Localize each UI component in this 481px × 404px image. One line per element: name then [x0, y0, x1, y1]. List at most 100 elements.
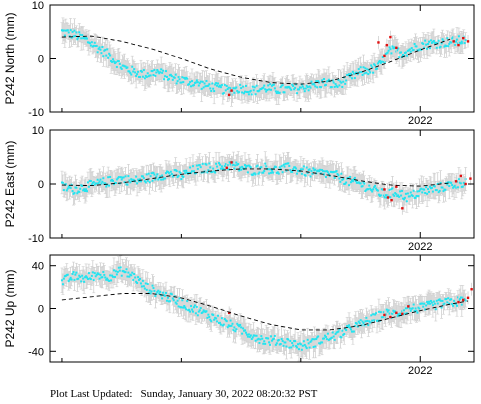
data-point	[141, 279, 144, 282]
data-point	[82, 277, 85, 280]
data-point	[445, 44, 448, 47]
data-point	[141, 75, 144, 78]
data-point	[73, 191, 76, 194]
data-point	[108, 280, 111, 283]
data-point	[162, 178, 165, 181]
data-point	[425, 43, 428, 46]
data-point	[170, 172, 173, 175]
data-point	[127, 271, 130, 274]
data-point	[351, 180, 354, 183]
data-point	[389, 48, 392, 51]
data-point	[319, 168, 322, 171]
data-point	[322, 81, 325, 84]
data-point	[106, 48, 109, 51]
data-point	[262, 342, 265, 345]
data-point	[206, 316, 209, 319]
data-point	[335, 170, 338, 173]
data-point	[140, 285, 143, 288]
data-point	[334, 83, 337, 86]
recent-point	[230, 161, 233, 164]
data-point	[200, 171, 203, 174]
data-point	[316, 86, 319, 89]
data-point	[352, 178, 355, 181]
data-point	[269, 343, 272, 346]
data-point	[109, 54, 112, 57]
data-point	[280, 165, 283, 168]
data-point	[390, 52, 393, 55]
data-point	[96, 51, 99, 54]
data-point	[308, 85, 311, 88]
data-point	[349, 175, 352, 178]
data-point	[337, 174, 340, 177]
observed-points	[60, 266, 467, 351]
data-point	[367, 188, 370, 191]
data-point	[111, 274, 114, 277]
data-point	[357, 68, 360, 71]
recent-point	[386, 196, 390, 199]
data-point	[381, 188, 384, 191]
data-point	[313, 338, 316, 341]
data-point	[291, 342, 294, 345]
data-point	[247, 333, 250, 336]
data-point	[290, 88, 293, 91]
data-point	[409, 191, 412, 194]
data-point	[105, 54, 108, 57]
data-point	[295, 345, 298, 348]
data-point	[191, 310, 194, 313]
data-point	[157, 70, 160, 73]
data-point	[66, 187, 69, 190]
data-point	[164, 177, 167, 180]
data-point	[94, 275, 97, 278]
data-point	[101, 180, 104, 183]
data-point	[188, 308, 191, 311]
data-point	[86, 181, 89, 184]
data-point	[306, 338, 309, 341]
data-point	[409, 50, 412, 53]
data-point	[93, 183, 96, 186]
data-point	[89, 179, 92, 182]
data-point	[418, 190, 421, 193]
data-point	[208, 83, 211, 86]
data-point	[237, 324, 240, 327]
data-point	[244, 329, 247, 332]
data-point	[393, 194, 396, 197]
data-point	[272, 337, 275, 340]
data-point	[292, 168, 295, 171]
data-point	[135, 280, 138, 283]
data-point	[301, 85, 304, 88]
data-point	[452, 36, 455, 39]
data-point	[259, 338, 262, 341]
data-point	[312, 346, 315, 349]
data-point	[417, 195, 420, 198]
data-point	[62, 277, 65, 280]
data-point	[455, 38, 458, 41]
data-point	[139, 180, 142, 183]
data-point	[153, 289, 156, 292]
data-point	[175, 82, 178, 85]
data-point	[243, 92, 246, 95]
data-point	[293, 88, 296, 91]
data-point	[138, 178, 141, 181]
data-point	[107, 56, 110, 59]
data-point	[272, 167, 275, 170]
data-point	[435, 46, 438, 49]
data-point	[154, 178, 157, 181]
data-point	[168, 300, 171, 303]
data-point	[126, 275, 129, 278]
data-point	[97, 182, 100, 185]
data-point	[246, 171, 249, 174]
data-point	[287, 338, 290, 341]
data-point	[323, 334, 326, 337]
data-point	[74, 34, 77, 37]
data-point	[324, 176, 327, 179]
data-point	[174, 301, 177, 304]
data-point	[325, 170, 328, 173]
data-point	[209, 166, 212, 169]
data-point	[146, 282, 149, 285]
data-point	[97, 47, 100, 50]
data-point	[386, 51, 389, 54]
error-bars	[60, 17, 468, 107]
data-point	[90, 274, 93, 277]
data-point	[365, 71, 368, 74]
data-point	[263, 340, 266, 343]
